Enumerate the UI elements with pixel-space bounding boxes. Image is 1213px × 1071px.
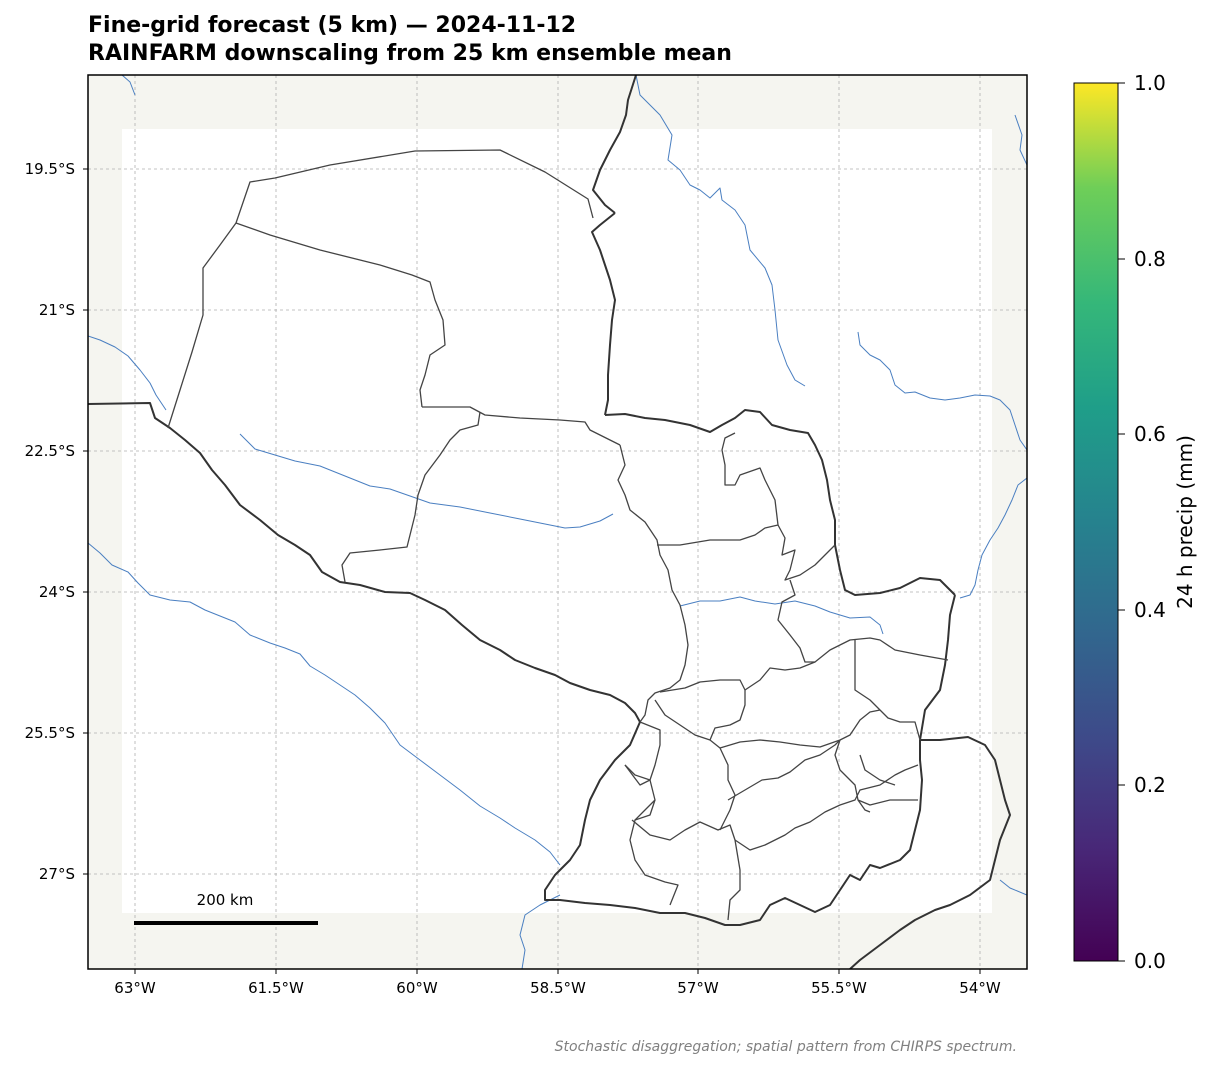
lon-label: 61.5°W [248,979,304,997]
lon-label: 55.5°W [811,979,867,997]
colorbar-tick-label: 0.4 [1134,598,1166,622]
lon-label: 58.5°W [530,979,586,997]
footnote: Stochastic disaggregation; spatial patte… [554,1039,1017,1055]
colorbar-tick-label: 0.2 [1134,773,1166,797]
axis-ticks [83,168,981,974]
lat-label: 27°S [38,865,75,883]
rivers [88,75,1027,969]
colorbar-ticks [1118,82,1125,962]
scale-bar-label: 200 km [196,891,254,909]
international-borders [88,75,1011,969]
colorbar-tick-label: 1.0 [1134,71,1166,95]
admin-borders [167,149,949,921]
gridlines [88,75,1027,969]
lat-label: 22.5°S [24,442,75,460]
lon-label: 57°W [677,979,719,997]
map-title: Fine-grid forecast (5 km) — 2024-11-12 [88,13,577,38]
lon-label: 63°W [114,979,156,997]
colorbar-tick-label: 0.6 [1134,422,1166,446]
colorbar-label: 24 h precip (mm) [1173,435,1197,609]
colorbar [1073,82,1119,962]
lon-label: 60°W [396,979,438,997]
lon-label: 54°W [959,979,1001,997]
lat-label: 21°S [38,301,75,319]
colorbar-tick-label: 0.8 [1134,247,1166,271]
map-subtitle: RAINFARM downscaling from 25 km ensemble… [88,41,732,66]
lat-label: 19.5°S [24,160,75,178]
lat-label: 25.5°S [24,724,75,742]
lat-label: 24°S [38,583,75,601]
forecast-field [122,129,992,913]
colorbar-tick-label: 0.0 [1134,949,1166,973]
